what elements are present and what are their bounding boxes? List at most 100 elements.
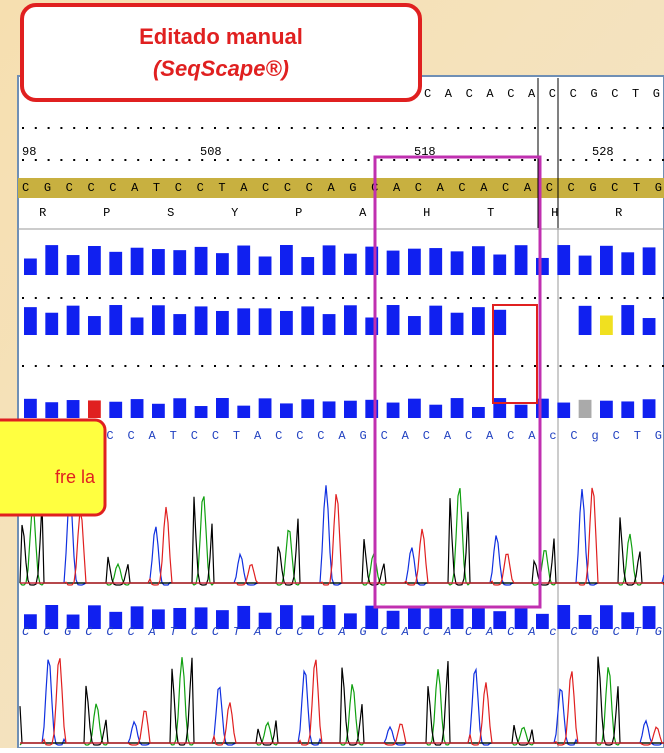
quality-bar <box>195 247 208 275</box>
amino-acid: A <box>359 206 367 220</box>
quality-bar <box>515 606 528 629</box>
quality-bar <box>387 611 400 629</box>
quality-bar <box>88 400 101 418</box>
quality-bar <box>67 400 80 418</box>
quality-bar <box>24 259 37 276</box>
quality-bar <box>323 314 336 335</box>
amino-acid: S <box>167 206 174 220</box>
quality-bar <box>344 254 357 275</box>
quality-bar <box>557 245 570 275</box>
callout-title: Editado manual <box>139 24 303 49</box>
quality-bar <box>472 407 485 418</box>
quality-bar <box>280 311 293 335</box>
amino-acid: R <box>39 206 46 220</box>
quality-bar <box>493 255 506 275</box>
callout <box>22 5 420 100</box>
quality-bar <box>408 607 421 629</box>
callout-subtitle: (SeqScape®) <box>153 56 289 81</box>
quality-bar <box>216 398 229 418</box>
quality-bar <box>280 245 293 275</box>
quality-bar <box>515 405 528 418</box>
quality-bar <box>24 399 37 418</box>
quality-bar <box>408 399 421 418</box>
quality-bar <box>557 403 570 418</box>
quality-bar <box>600 401 613 418</box>
amino-acid: R <box>615 206 622 220</box>
quality-bar <box>643 606 656 629</box>
quality-bar <box>451 609 464 629</box>
quality-bar <box>408 316 421 335</box>
quality-bar <box>152 249 165 275</box>
quality-bar <box>67 255 80 275</box>
quality-bar <box>451 251 464 275</box>
quality-bar <box>579 306 592 335</box>
quality-bar <box>621 612 634 629</box>
quality-bar <box>259 398 272 418</box>
screen: 98508518528RPSYPAHTHR CACACACCGCTG CGCCC… <box>0 0 664 748</box>
quality-bar <box>24 307 37 335</box>
quality-bar <box>344 401 357 418</box>
quality-bar <box>472 607 485 629</box>
amino-acid: H <box>423 206 430 220</box>
quality-bar <box>493 611 506 629</box>
quality-bar <box>536 258 549 275</box>
quality-bar <box>429 608 442 629</box>
quality-bar <box>323 401 336 418</box>
amino-acid: T <box>487 206 494 220</box>
quality-bar <box>387 305 400 335</box>
quality-bar <box>152 305 165 335</box>
quality-bar <box>259 256 272 275</box>
quality-bar <box>45 402 58 418</box>
quality-bar <box>344 305 357 335</box>
quality-bar <box>493 310 506 335</box>
quality-bar <box>109 402 122 418</box>
quality-bar <box>173 398 186 418</box>
quality-bar <box>152 404 165 418</box>
quality-bar <box>579 400 592 418</box>
quality-bar <box>451 398 464 418</box>
quality-bar <box>387 251 400 275</box>
quality-bar <box>472 246 485 275</box>
quality-bar <box>579 615 592 629</box>
quality-bar <box>643 399 656 418</box>
quality-bar <box>45 245 58 275</box>
amino-acid: P <box>103 206 110 220</box>
amino-acid: H <box>551 206 558 220</box>
quality-bar <box>493 398 506 418</box>
quality-bar <box>600 246 613 275</box>
quality-bar <box>280 403 293 418</box>
quality-bar <box>600 316 613 335</box>
quality-bar <box>67 306 80 335</box>
quality-bar <box>301 399 314 418</box>
quality-bar <box>451 313 464 335</box>
quality-bar <box>237 308 250 335</box>
quality-bar <box>429 306 442 335</box>
quality-bar <box>237 246 250 275</box>
quality-bar <box>88 246 101 275</box>
quality-bar <box>259 308 272 335</box>
quality-bar <box>195 306 208 335</box>
quality-bar <box>45 313 58 335</box>
ruler-label: 528 <box>592 145 614 159</box>
quality-bar <box>621 401 634 418</box>
quality-bar <box>237 406 250 418</box>
quality-bar <box>643 247 656 275</box>
quality-bar <box>536 614 549 629</box>
quality-bar <box>323 605 336 629</box>
quality-bar <box>408 249 421 275</box>
quality-bar <box>515 245 528 275</box>
ruler-label: 508 <box>200 145 222 159</box>
amino-acid: P <box>295 206 302 220</box>
quality-bar <box>621 252 634 275</box>
ruler-label: 98 <box>22 145 36 159</box>
quality-bar <box>88 316 101 335</box>
quality-bar <box>387 403 400 418</box>
quality-bar <box>173 314 186 335</box>
quality-bar <box>131 248 144 275</box>
quality-bar <box>621 305 634 335</box>
amino-acid: Y <box>231 206 238 220</box>
quality-bar <box>600 605 613 629</box>
quality-bar <box>323 245 336 275</box>
quality-bar <box>429 405 442 418</box>
quality-bar <box>301 257 314 275</box>
